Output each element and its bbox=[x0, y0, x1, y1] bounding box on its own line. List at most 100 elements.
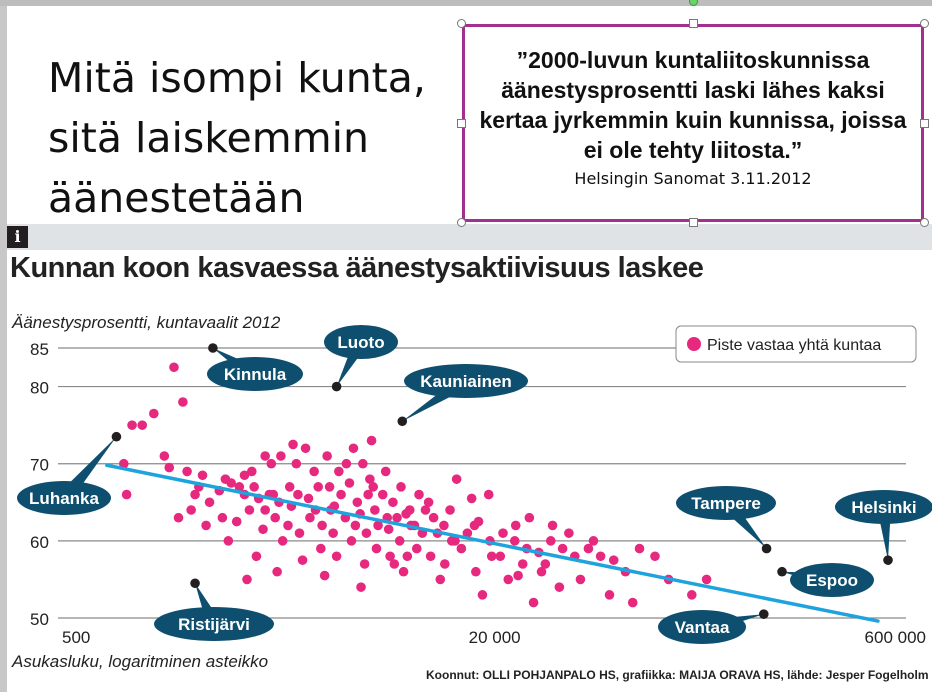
y-axis-label: Äänestysprosentti, kuntavaalit 2012 bbox=[11, 313, 281, 332]
data-point bbox=[277, 536, 288, 546]
chart-title: Kunnan koon kasvaessa äänestysaktiivisuu… bbox=[10, 252, 704, 284]
data-point bbox=[368, 482, 379, 492]
graphic-header-band bbox=[7, 224, 932, 250]
data-point bbox=[169, 362, 179, 373]
data-point bbox=[328, 528, 338, 538]
data-point bbox=[595, 551, 606, 562]
data-point bbox=[388, 497, 398, 508]
data-point bbox=[634, 543, 645, 554]
data-point bbox=[398, 566, 409, 577]
data-point bbox=[439, 520, 449, 531]
data-point bbox=[324, 482, 335, 492]
data-point bbox=[313, 482, 323, 492]
resize-handle-n[interactable] bbox=[689, 19, 698, 28]
callout-bubble bbox=[154, 607, 274, 641]
data-point bbox=[423, 497, 434, 508]
data-point bbox=[178, 397, 188, 407]
data-point bbox=[371, 543, 382, 554]
resize-handle-s[interactable] bbox=[689, 218, 698, 227]
data-point bbox=[217, 512, 228, 523]
data-point bbox=[380, 466, 391, 477]
data-point bbox=[127, 420, 137, 430]
data-point bbox=[389, 559, 400, 569]
data-point bbox=[557, 543, 568, 554]
y-tick-label: 60 bbox=[30, 533, 49, 552]
slide-title[interactable]: Mitä isompi kunta, sitä laiskemmin äänes… bbox=[48, 54, 426, 222]
data-point bbox=[425, 551, 436, 562]
data-point bbox=[283, 520, 293, 531]
callout-label: Kinnula bbox=[224, 365, 287, 384]
data-point bbox=[686, 590, 697, 600]
callout-label: Vantaa bbox=[675, 618, 730, 637]
callout-bubble bbox=[404, 364, 528, 398]
data-point bbox=[118, 458, 129, 469]
data-point bbox=[359, 559, 370, 569]
data-point bbox=[204, 497, 215, 508]
data-point bbox=[435, 574, 446, 585]
highlighted-point bbox=[331, 381, 342, 392]
data-point bbox=[498, 528, 508, 538]
resize-handle-ne[interactable] bbox=[920, 19, 929, 28]
resize-handle-sw[interactable] bbox=[457, 218, 466, 227]
data-point bbox=[483, 489, 494, 500]
data-point bbox=[251, 551, 262, 562]
data-point bbox=[564, 528, 574, 538]
y-tick-label: 50 bbox=[30, 610, 49, 629]
data-point bbox=[336, 489, 346, 500]
x-axis-label: Asukasluku, logaritminen asteikko bbox=[11, 652, 268, 671]
data-point bbox=[540, 559, 551, 569]
data-point bbox=[365, 474, 375, 484]
data-point bbox=[319, 570, 330, 581]
data-point bbox=[197, 470, 208, 481]
data-point bbox=[547, 520, 558, 531]
callout-bubble bbox=[658, 610, 746, 644]
data-point bbox=[288, 439, 298, 450]
data-point bbox=[322, 451, 332, 461]
data-point bbox=[284, 482, 295, 492]
data-point bbox=[149, 408, 159, 419]
resize-handle-se[interactable] bbox=[920, 218, 929, 227]
data-point bbox=[305, 512, 315, 523]
data-point bbox=[272, 566, 282, 577]
callout-bubble bbox=[324, 325, 398, 359]
y-tick-label: 80 bbox=[30, 379, 49, 398]
highlighted-point bbox=[190, 578, 200, 589]
data-point bbox=[352, 497, 363, 508]
data-point bbox=[293, 489, 303, 500]
data-point bbox=[575, 574, 586, 585]
data-point bbox=[348, 443, 359, 454]
info-icon: i bbox=[7, 226, 28, 248]
highlighted-point bbox=[758, 609, 769, 619]
data-point bbox=[182, 466, 192, 477]
data-point bbox=[316, 543, 326, 554]
data-point bbox=[294, 528, 305, 538]
data-point bbox=[358, 458, 368, 469]
trend-line bbox=[105, 463, 880, 623]
data-point bbox=[385, 551, 395, 562]
highlighted-point bbox=[208, 343, 218, 353]
resize-handle-e[interactable] bbox=[920, 119, 929, 128]
data-point bbox=[503, 574, 514, 585]
data-point bbox=[588, 536, 599, 546]
data-point bbox=[392, 512, 402, 523]
resize-handle-w[interactable] bbox=[457, 119, 466, 128]
rotate-handle[interactable] bbox=[689, 0, 698, 6]
callout-bubble bbox=[17, 481, 111, 515]
data-point bbox=[627, 597, 638, 608]
data-point bbox=[377, 489, 388, 500]
callout-bubble bbox=[676, 486, 776, 520]
data-point bbox=[247, 466, 257, 477]
highlighted-point bbox=[397, 416, 408, 427]
data-point bbox=[366, 435, 377, 446]
data-point bbox=[477, 590, 488, 600]
data-point bbox=[402, 551, 413, 562]
data-point bbox=[469, 520, 480, 531]
data-point bbox=[239, 470, 250, 481]
chart-credits: Koonnut: OLLI POHJANPALO HS, grafiikka: … bbox=[426, 668, 929, 682]
data-point bbox=[510, 520, 521, 531]
quote-textbox[interactable]: ”2000-luvun kuntaliitoskunnissa äänestys… bbox=[462, 24, 924, 222]
resize-handle-nw[interactable] bbox=[457, 19, 466, 28]
data-point bbox=[334, 466, 344, 477]
